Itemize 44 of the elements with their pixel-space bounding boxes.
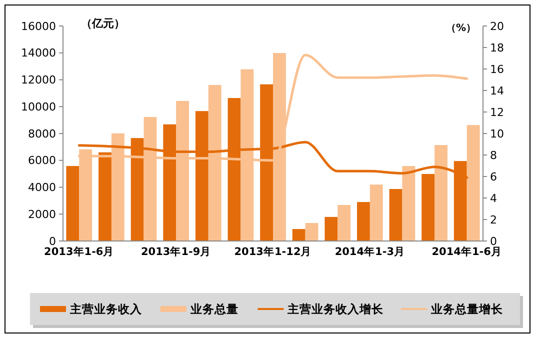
bar	[292, 229, 306, 241]
y2-axis-title: （%）	[446, 23, 476, 34]
y-tick-label: 14000	[21, 46, 56, 60]
x-tick-label: 2013年1-12月	[234, 245, 312, 258]
y2-tick-label: 6	[490, 170, 497, 184]
y-tick-label: 0	[49, 234, 56, 248]
y-tick-label: 16000	[21, 20, 56, 33]
y2-tick-label: 20	[490, 20, 504, 33]
bar	[370, 184, 383, 241]
x-tick-label: 2013年1-9月	[140, 245, 212, 258]
y2-tick-label: 18	[490, 41, 504, 54]
y-tick-label: 12000	[21, 74, 56, 87]
bar	[402, 166, 416, 241]
y-tick-label: 6000	[28, 154, 56, 168]
y-tick-label: 10000	[21, 100, 56, 114]
y2-tick-label: 8	[490, 148, 497, 162]
y2-tick-label: 16	[490, 62, 504, 76]
bar	[66, 166, 80, 241]
y2-tick-label: 14	[490, 84, 504, 98]
bar	[357, 202, 370, 241]
y-tick-label: 2000	[28, 208, 56, 221]
bar	[466, 125, 480, 241]
legend-label: 主营业务收入	[69, 302, 143, 316]
x-tick-label: 2014年1-6月	[432, 245, 502, 258]
legend-label: 业务总量	[189, 302, 238, 316]
bar	[389, 188, 402, 241]
bar	[422, 174, 435, 241]
y-tick-label: 4000	[28, 181, 56, 194]
y2-tick-label: 2	[490, 213, 497, 226]
x-tick-label: 2014年1-3月	[334, 245, 406, 258]
bar	[338, 204, 351, 241]
bar	[305, 222, 318, 241]
bar	[98, 152, 112, 241]
x-tick-label: 2013年1-6月	[44, 245, 114, 258]
legend-label: 业务总量增长	[430, 302, 504, 316]
bar	[324, 216, 338, 241]
y2-tick-label: 10	[490, 127, 504, 140]
legend-label: 主营业务收入增长	[286, 302, 385, 316]
y-axis-title: （亿元）	[81, 17, 125, 30]
y-tick-label: 8000	[28, 127, 56, 140]
y2-tick-label: 12	[490, 106, 504, 119]
y2-tick-label: 4	[490, 192, 497, 205]
bar	[434, 145, 448, 241]
y2-tick-label: 0	[490, 234, 497, 248]
